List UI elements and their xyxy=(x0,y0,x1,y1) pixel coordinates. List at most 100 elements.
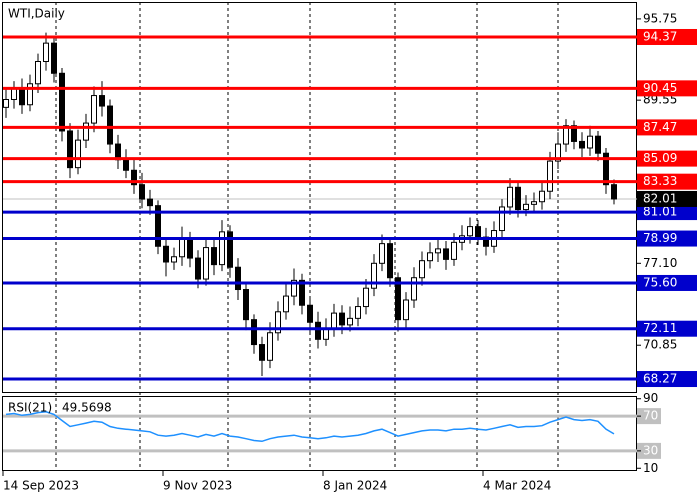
rsi-line xyxy=(5,411,615,443)
candle-body xyxy=(523,203,529,211)
level-label-bg xyxy=(637,119,697,136)
candle-body xyxy=(427,252,433,262)
level-label-bg xyxy=(637,274,697,291)
level-label-bg xyxy=(637,80,697,97)
x-tick-label: 8 Jan 2024 xyxy=(323,479,387,493)
level-label: 94.37 xyxy=(643,29,677,43)
candle-body xyxy=(563,125,569,145)
level-label-bg xyxy=(637,173,697,190)
chart-title: WTI,Daily xyxy=(8,7,65,21)
candle-body xyxy=(603,152,609,186)
candle-body xyxy=(595,135,601,154)
candle-body xyxy=(179,237,185,258)
candle-body xyxy=(19,88,25,106)
last-price-bg xyxy=(637,190,697,207)
candle-body xyxy=(515,186,521,211)
candle-body xyxy=(291,279,297,297)
candle-body xyxy=(435,248,441,254)
candle-body xyxy=(11,88,17,100)
rsi-tick-label: 90 xyxy=(643,391,658,405)
candle-body xyxy=(507,186,513,208)
candle-body xyxy=(307,304,313,323)
candle-body xyxy=(251,319,257,346)
candle-body xyxy=(331,312,337,330)
level-label: 72.11 xyxy=(643,321,677,335)
y-tick-label: 70.85 xyxy=(643,338,677,352)
candle-body xyxy=(155,205,161,247)
candle-body xyxy=(235,266,241,291)
candle-body xyxy=(67,130,73,169)
candle-body xyxy=(363,287,369,308)
y-tick-label: 95.75 xyxy=(643,11,677,25)
candle-body xyxy=(355,306,361,319)
candle-body xyxy=(443,248,449,260)
candle-body xyxy=(3,99,9,108)
level-label-bg xyxy=(637,230,697,247)
candle-body xyxy=(75,139,81,169)
candle-body xyxy=(27,83,33,106)
level-label: 81.01 xyxy=(643,205,677,219)
level-label: 90.45 xyxy=(643,81,677,95)
candle-body xyxy=(547,160,553,192)
candle-body xyxy=(299,279,305,306)
level-label-bg xyxy=(637,28,697,45)
rsi-tick-label: 70 xyxy=(643,409,658,423)
candle-body xyxy=(419,260,425,279)
candle-body xyxy=(347,317,353,326)
level-label-bg xyxy=(637,320,697,337)
candle-body xyxy=(123,159,129,171)
candle-body xyxy=(587,135,593,149)
candle-body xyxy=(91,95,97,124)
candle-body xyxy=(203,247,209,280)
candle-body xyxy=(411,277,417,301)
level-label-bg xyxy=(637,150,697,167)
candle-body xyxy=(35,60,41,85)
rsi-tick-bg xyxy=(637,442,661,459)
candle-body xyxy=(467,226,473,237)
rsi-tick-label: 30 xyxy=(643,443,658,457)
candle-body xyxy=(539,190,545,203)
x-tick-label: 4 Mar 2024 xyxy=(483,479,551,493)
candle-body xyxy=(211,247,217,266)
x-tick-label: 9 Nov 2023 xyxy=(163,479,232,493)
candle-body xyxy=(171,256,177,263)
candle-body xyxy=(267,332,273,361)
level-label: 87.47 xyxy=(643,120,677,134)
level-label: 68.27 xyxy=(643,372,677,386)
candle-body xyxy=(195,257,201,280)
candle-body xyxy=(227,231,233,268)
candle-body xyxy=(259,344,265,361)
level-label-bg xyxy=(637,204,697,221)
candle-body xyxy=(275,311,281,334)
candle-body xyxy=(51,42,57,74)
candle-body xyxy=(611,184,617,200)
rsi-value: 49.5698 xyxy=(62,401,112,415)
candle-body xyxy=(243,289,249,321)
candle-body xyxy=(59,72,65,132)
candle-body xyxy=(99,95,105,107)
candle-body xyxy=(131,169,137,186)
candle-body xyxy=(147,198,153,207)
candle-body xyxy=(163,245,169,263)
candle-body xyxy=(187,237,193,259)
candle-body xyxy=(107,105,113,145)
candle-body xyxy=(315,321,321,340)
level-label: 78.99 xyxy=(643,231,677,245)
candle-body xyxy=(531,201,537,205)
rsi-tick-label: 10 xyxy=(643,461,658,475)
candle-body xyxy=(379,243,385,264)
y-tick-label: 77.10 xyxy=(643,256,677,270)
candle-body xyxy=(579,140,585,149)
candle-body xyxy=(339,312,345,326)
candle-body xyxy=(555,143,561,162)
candle-body xyxy=(83,122,89,141)
candle-body xyxy=(43,42,49,62)
main-frame xyxy=(2,2,637,393)
candle-body xyxy=(499,206,505,232)
last-price-label: 82.01 xyxy=(643,191,677,205)
candle-body xyxy=(571,125,577,142)
candle-body xyxy=(475,226,481,238)
rsi-tick-bg xyxy=(637,408,661,425)
